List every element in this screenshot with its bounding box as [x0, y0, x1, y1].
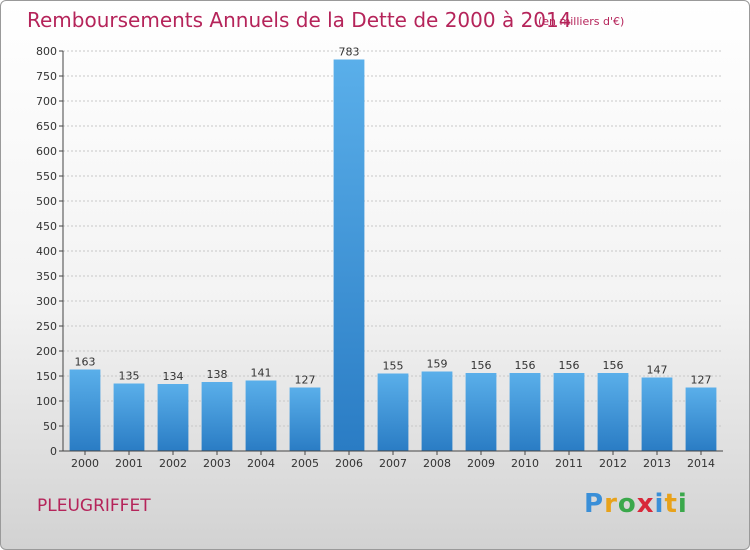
bar-2012 — [597, 373, 629, 451]
bar-2002 — [157, 384, 189, 451]
data-label-2001: 135 — [119, 370, 140, 383]
data-label-2005: 127 — [295, 374, 316, 387]
logo-letter: P — [584, 489, 605, 519]
bar-chart: 163 135 134 138 141 127 783 155 159 156 156 156 156 1… — [36, 45, 723, 470]
x-tick-label-2003: 2003 — [203, 457, 231, 470]
bar-2007 — [377, 373, 409, 451]
x-tick-label-2006: 2006 — [335, 457, 363, 470]
data-label-2006: 783 — [339, 46, 360, 59]
y-tick-label: 50 — [43, 420, 57, 433]
y-tick-label: 650 — [36, 120, 57, 133]
data-label-2003: 138 — [207, 368, 228, 381]
data-label-2014: 127 — [691, 374, 712, 387]
y-tick-label: 600 — [36, 145, 57, 158]
bar-2000 — [69, 369, 101, 451]
y-tick-label: 500 — [36, 195, 57, 208]
chart-title: Remboursements Annuels de la Dette de 20… — [27, 8, 572, 32]
bar-2013 — [641, 377, 673, 451]
x-tick-label-2004: 2004 — [247, 457, 275, 470]
y-tick-label: 250 — [36, 320, 57, 333]
y-tick-label: 350 — [36, 270, 57, 283]
data-label-2007: 155 — [383, 360, 404, 373]
y-tick-label: 550 — [36, 170, 57, 183]
y-tick-label: 0 — [50, 445, 57, 458]
commune-name: PLEUGRIFFET — [37, 496, 151, 516]
bar-2014 — [685, 387, 717, 451]
x-tick-label-2009: 2009 — [467, 457, 495, 470]
y-tick-label: 200 — [36, 345, 57, 358]
data-label-2012: 156 — [603, 359, 624, 372]
y-tick-label: 800 — [36, 45, 57, 58]
bars: 163 135 134 138 141 127 783 155 159 156 156 156 156 1… — [69, 46, 717, 451]
data-label-2010: 156 — [515, 359, 536, 372]
x-tick-label-2002: 2002 — [159, 457, 187, 470]
bar-2003 — [201, 382, 233, 451]
x-tick-label-2011: 2011 — [555, 457, 583, 470]
logo-letter: o — [617, 489, 637, 519]
data-label-2004: 141 — [251, 367, 272, 380]
unit-label: (en milliers d'€) — [538, 15, 625, 28]
x-tick-label-2005: 2005 — [291, 457, 319, 470]
logo-letter: x — [636, 489, 655, 519]
bar-2005 — [289, 387, 321, 451]
y-tick-label: 100 — [36, 395, 57, 408]
y-tick-label: 300 — [36, 295, 57, 308]
y-tick-label: 750 — [36, 70, 57, 83]
x-tick-label-2001: 2001 — [115, 457, 143, 470]
logo-letter: i — [677, 489, 688, 519]
data-label-2000: 163 — [75, 356, 96, 369]
x-tick-label-2010: 2010 — [511, 457, 539, 470]
logo-letter: t — [664, 489, 678, 519]
y-tick-label: 700 — [36, 95, 57, 108]
data-label-2009: 156 — [471, 359, 492, 372]
x-tick-label-2008: 2008 — [423, 457, 451, 470]
x-tick-label-2014: 2014 — [687, 457, 715, 470]
x-tick-label-2000: 2000 — [71, 457, 99, 470]
data-label-2008: 159 — [427, 358, 448, 371]
bar-2004 — [245, 380, 277, 451]
x-tick-label-2013: 2013 — [643, 457, 671, 470]
x-tick-label-2012: 2012 — [599, 457, 627, 470]
logo-letter: r — [604, 489, 618, 519]
y-tick-label: 150 — [36, 370, 57, 383]
data-label-2013: 147 — [647, 364, 668, 377]
bar-2006 — [333, 59, 365, 451]
axes: 0 50 100 150 200 250 300 350 400 450 500 550 600 650 7… — [36, 45, 723, 470]
bar-2001 — [113, 383, 145, 451]
y-tick-label: 450 — [36, 220, 57, 233]
y-tick-label: 400 — [36, 245, 57, 258]
bar-2011 — [553, 373, 585, 451]
bar-2009 — [465, 373, 497, 451]
bar-2008 — [421, 371, 453, 451]
data-label-2011: 156 — [559, 359, 580, 372]
data-label-2002: 134 — [163, 370, 184, 383]
proxiti-logo: Proxiti — [584, 489, 688, 519]
logo-letter: i — [654, 489, 665, 519]
x-tick-label-2007: 2007 — [379, 457, 407, 470]
bar-2010 — [509, 373, 541, 451]
